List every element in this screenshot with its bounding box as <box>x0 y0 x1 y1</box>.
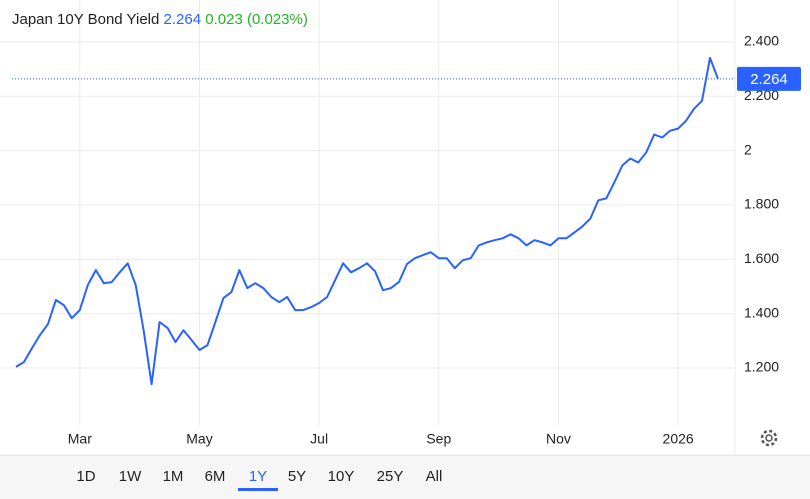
y-tick-label: 1.400 <box>744 304 779 320</box>
header-price: 2.264 <box>164 11 202 28</box>
x-tick-label: Mar <box>68 431 92 447</box>
range-button[interactable]: 6M <box>205 468 226 485</box>
header: Japan 10Y Bond Yield 2.264 0.023 (0.023%… <box>12 11 308 28</box>
y-tick-label: 2.400 <box>744 33 779 49</box>
y-tick-label: 1.200 <box>744 359 779 375</box>
price-box <box>737 66 801 91</box>
range-selected-underline <box>238 488 278 491</box>
range-button[interactable]: 10Y <box>328 468 355 485</box>
header-change: 0.023 (0.023%) <box>205 11 308 28</box>
y-tick-label: 1.600 <box>744 250 779 266</box>
range-button[interactable]: 1M <box>163 468 184 485</box>
x-tick-label: Nov <box>546 431 571 447</box>
price-box-label: 2.264 <box>750 71 788 88</box>
x-tick-label: May <box>186 431 212 447</box>
y-tick-label: 2.200 <box>744 87 779 103</box>
y-tick-label: 2 <box>744 141 752 157</box>
y-tick-label: 1.800 <box>744 196 779 212</box>
range-bar <box>0 455 810 499</box>
x-tick-label: 2026 <box>663 431 694 447</box>
range-button[interactable]: 1D <box>76 468 95 485</box>
range-button[interactable]: 5Y <box>288 468 306 485</box>
yield-line <box>15 56 719 386</box>
settings-icon[interactable] <box>760 429 778 447</box>
range-button[interactable]: All <box>426 468 443 485</box>
range-button[interactable]: 1W <box>119 468 142 485</box>
x-tick-label: Jul <box>310 431 328 447</box>
range-button[interactable]: 25Y <box>377 468 404 485</box>
range-button[interactable]: 1Y <box>249 468 267 485</box>
chart-title: Japan 10Y Bond Yield <box>12 11 159 28</box>
x-tick-label: Sep <box>426 431 451 447</box>
